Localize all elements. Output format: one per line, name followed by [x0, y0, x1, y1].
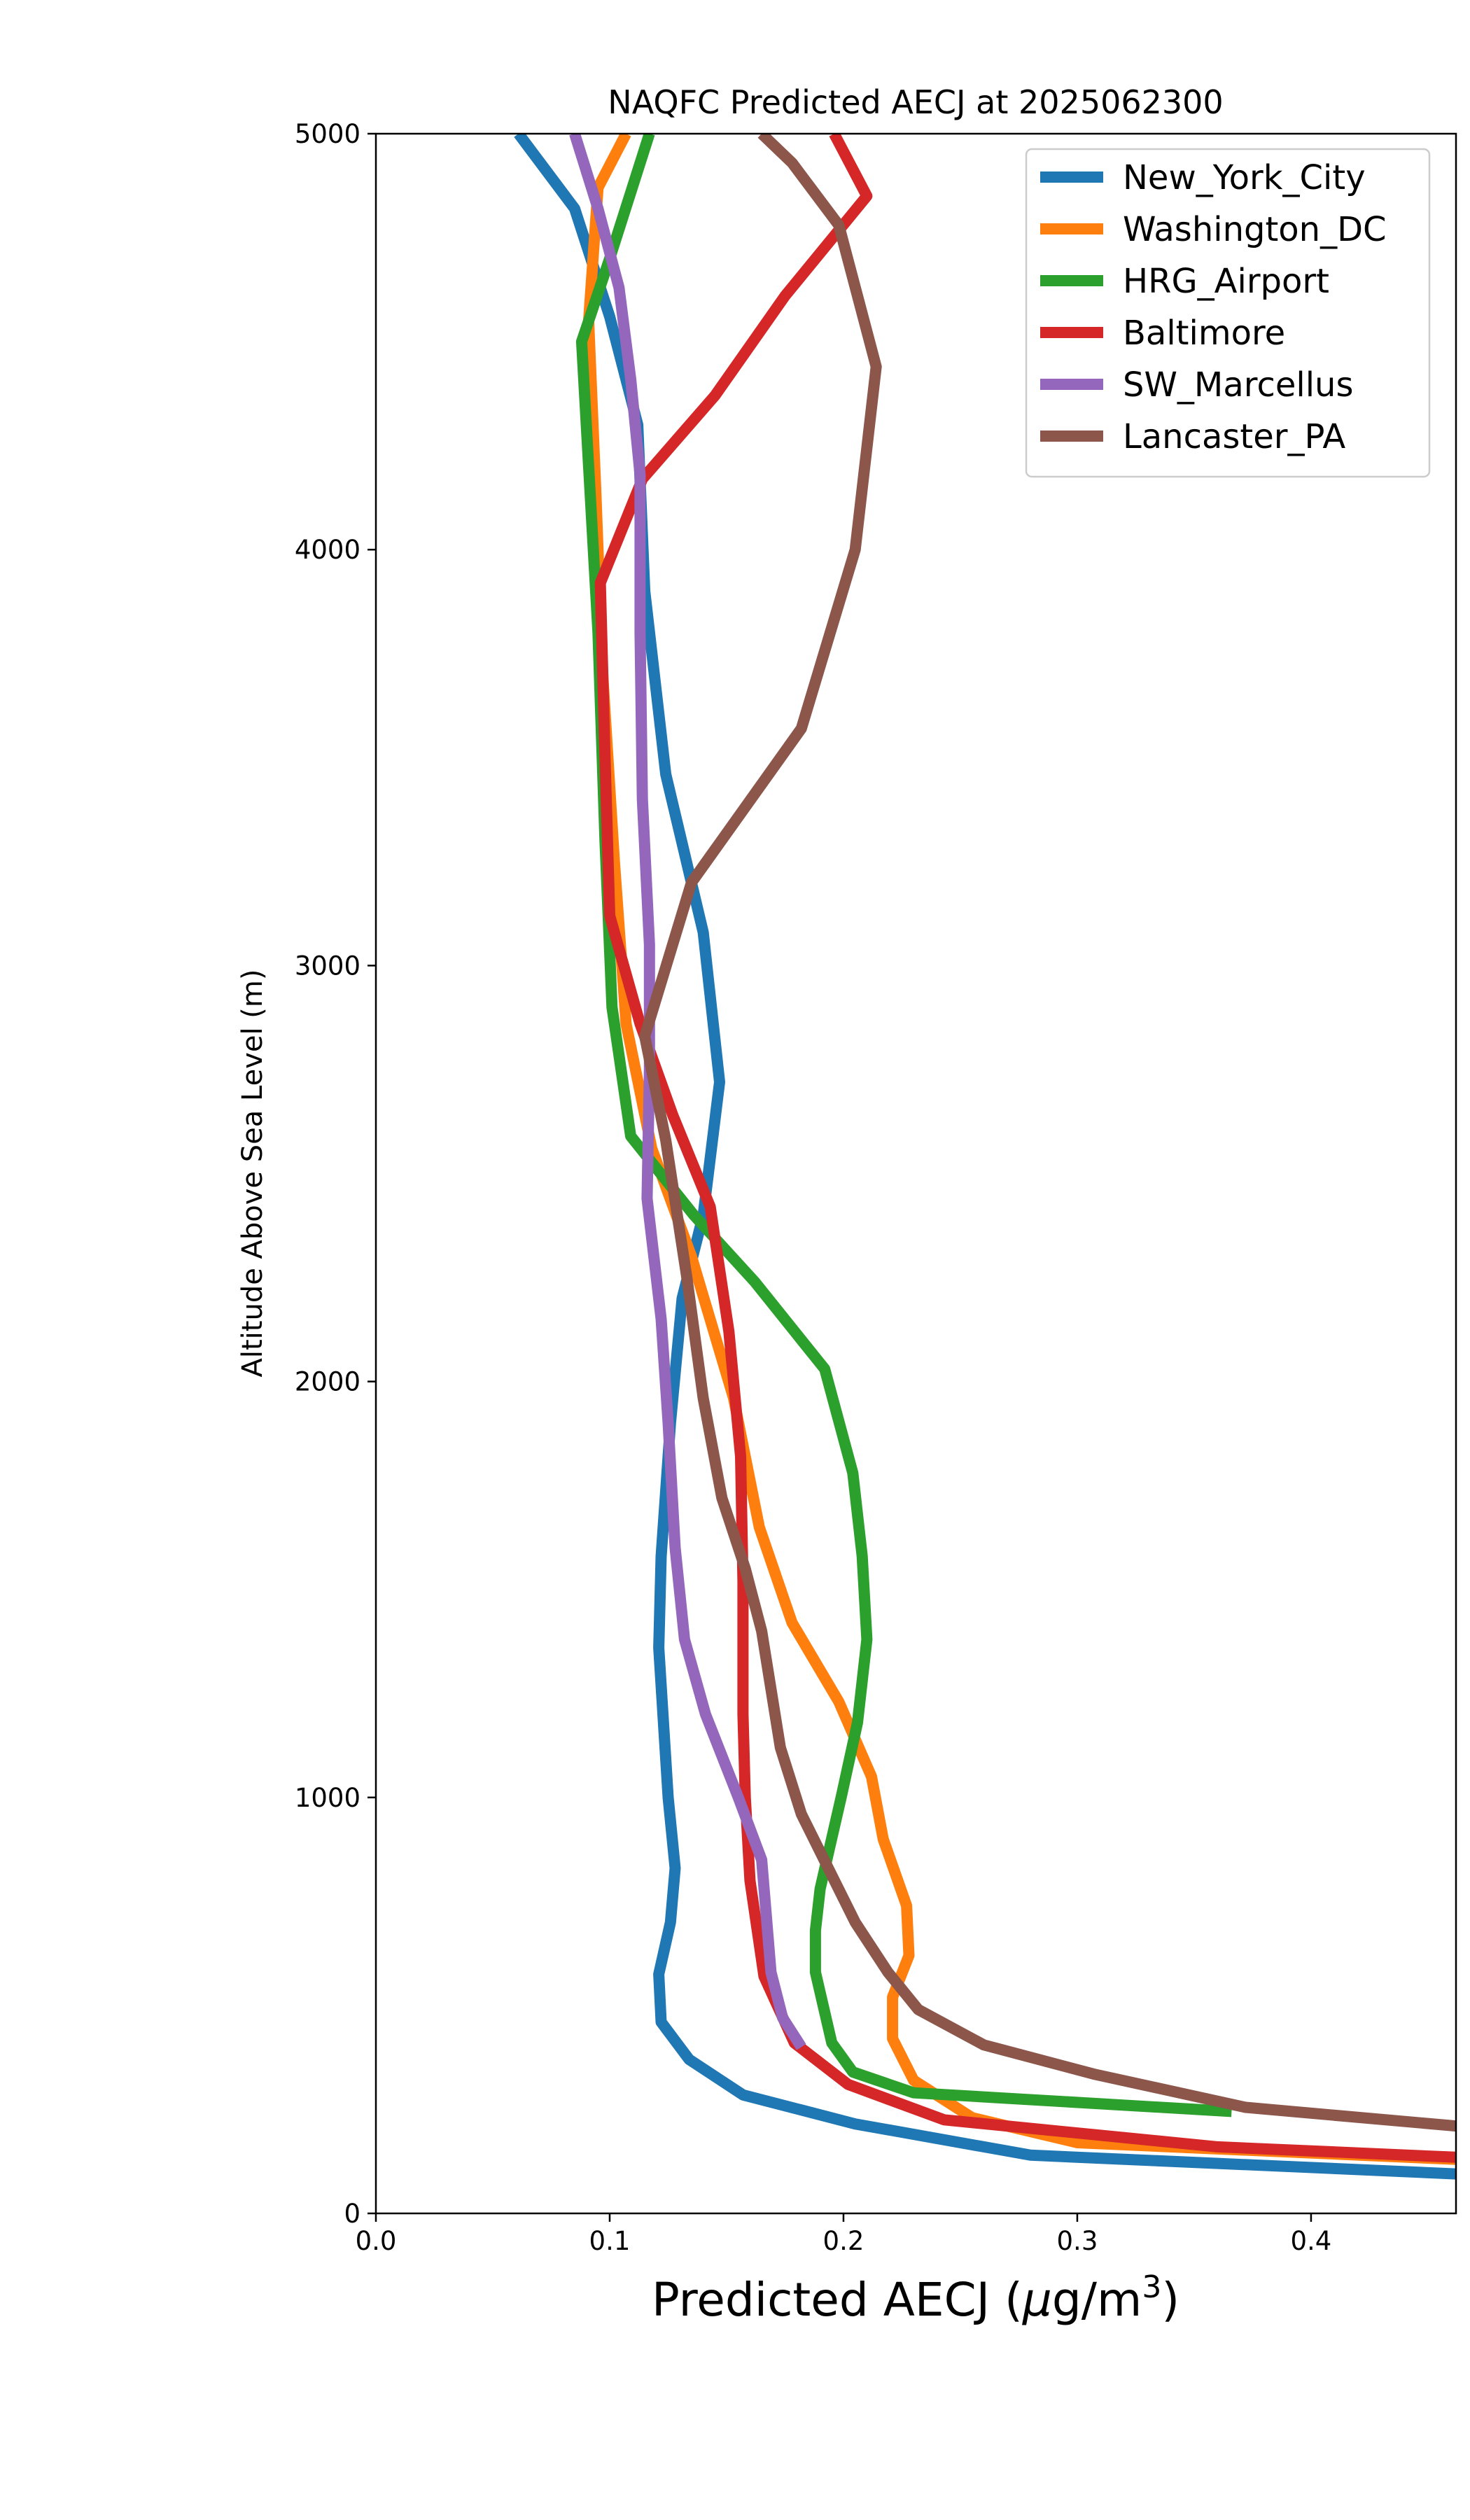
series-line-sw-marcellus — [569, 134, 806, 2050]
legend-label: Lancaster_PA — [1123, 417, 1345, 456]
legend-label: HRG_Airport — [1123, 262, 1329, 301]
y-tick-label: 1000 — [295, 1783, 360, 1813]
series-line-lancaster-pa — [639, 134, 1456, 2132]
legend-label: Baltimore — [1123, 314, 1285, 353]
y-tick-label: 0 — [344, 2199, 360, 2229]
legend: New_York_City Washington_DC HRG_Airport Bal… — [1025, 148, 1431, 478]
legend-label: SW_Marcellus — [1123, 365, 1353, 405]
plot-frame — [374, 132, 1457, 2215]
x-tick-label: 0.0 — [356, 2226, 397, 2256]
x-tick-label: 0.1 — [589, 2226, 631, 2256]
x-axis-label: Predicted AECJ (μg/m3) — [652, 2269, 1180, 2327]
legend-frame — [1025, 148, 1431, 478]
x-axis-label-main: Predicted AECJ ( — [652, 2273, 1023, 2327]
x-axis-label-unit: g/m — [1052, 2273, 1142, 2327]
x-axis-label-close: ) — [1161, 2273, 1180, 2327]
x-axis-label-mu: μ — [1022, 2273, 1052, 2327]
legend-label: Washington_DC — [1123, 210, 1387, 249]
x-tick-label: 0.2 — [823, 2226, 864, 2256]
y-axis-label: Altitude Above Sea Level (m) — [237, 969, 269, 1378]
x-axis-label-superscript: 3 — [1142, 2269, 1161, 2305]
chart-title: NAQFC Predicted AECJ at 2025062300 — [608, 83, 1223, 121]
x-tick-label: 0.4 — [1291, 2226, 1332, 2256]
y-tick-label: 3000 — [295, 951, 360, 981]
y-tick-label: 5000 — [295, 119, 360, 149]
series-layer — [514, 134, 1456, 2180]
y-tick-label: 2000 — [295, 1367, 360, 1397]
legend-label: New_York_City — [1123, 158, 1366, 197]
y-tick-label: 4000 — [295, 535, 360, 565]
series-line-hrg-airport — [575, 134, 1232, 2118]
series-line-baltimore — [594, 134, 1456, 2163]
x-tick-label: 0.3 — [1057, 2226, 1098, 2256]
y-axis: 0 1000 2000 3000 4000 5000 — [295, 119, 376, 2229]
x-axis: 0.0 0.1 0.2 0.3 0.4 — [356, 2213, 1332, 2256]
